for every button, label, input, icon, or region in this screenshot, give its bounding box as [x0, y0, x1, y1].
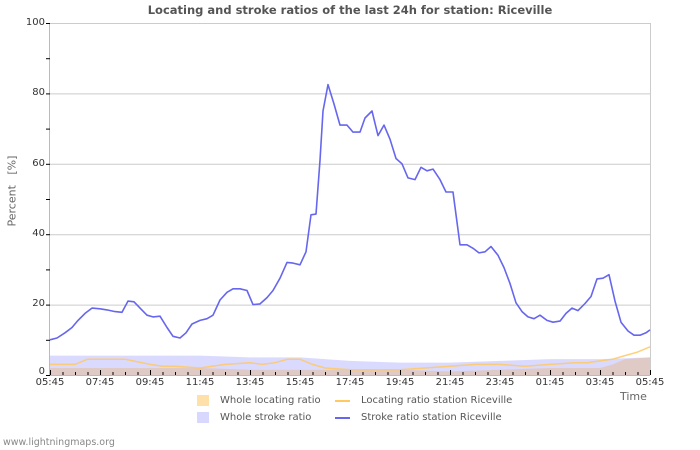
- axes: [46, 23, 651, 376]
- locating-ratio-station-line: [50, 346, 651, 371]
- x-tick-label: 15:45: [285, 377, 315, 388]
- line-series: [49, 83, 651, 371]
- chart-title: Locating and stroke ratios of the last 2…: [147, 3, 553, 17]
- x-tick-label: 03:45: [585, 377, 615, 388]
- x-tick-label: 23:45: [485, 377, 515, 388]
- legend-label: Stroke ratio station Riceville: [361, 412, 502, 423]
- y-tick-label: 60: [32, 158, 45, 169]
- x-tick-label: 21:45: [435, 377, 465, 388]
- legend-label: Whole stroke ratio: [220, 412, 312, 423]
- legend-label: Whole locating ratio: [220, 395, 321, 406]
- x-tick-label: 17:45: [335, 377, 365, 388]
- y-tick-label: 40: [32, 228, 45, 239]
- y-tick-label: 20: [32, 298, 45, 309]
- legend-swatch-line: [335, 417, 350, 419]
- x-tick-label: 07:45: [85, 377, 115, 388]
- x-axis-label: Time: [620, 390, 647, 403]
- y-tick-label: 100: [25, 17, 45, 28]
- y-axis-label: Percent [%]: [5, 155, 19, 227]
- legend-swatch-line: [335, 400, 350, 402]
- x-tick-label: 19:45: [385, 377, 415, 388]
- y-tick-label: 0: [38, 366, 45, 377]
- x-tick-label: 05:45: [35, 377, 65, 388]
- legend-swatch-area: [197, 412, 209, 423]
- source-credit: www.lightningmaps.org: [3, 437, 115, 448]
- stroke-ratio-station-line: [49, 83, 651, 341]
- legend-swatch-area: [197, 395, 209, 406]
- gridlines: [50, 23, 651, 375]
- x-tick-label: 09:45: [135, 377, 165, 388]
- y-tick-label: 80: [32, 87, 45, 98]
- x-tick-label: 13:45: [235, 377, 265, 388]
- x-tick-label: 01:45: [535, 377, 565, 388]
- legend-label: Locating ratio station Riceville: [361, 395, 513, 406]
- x-tick-label: 11:45: [185, 377, 215, 388]
- x-tick-label: 05:45: [635, 377, 665, 388]
